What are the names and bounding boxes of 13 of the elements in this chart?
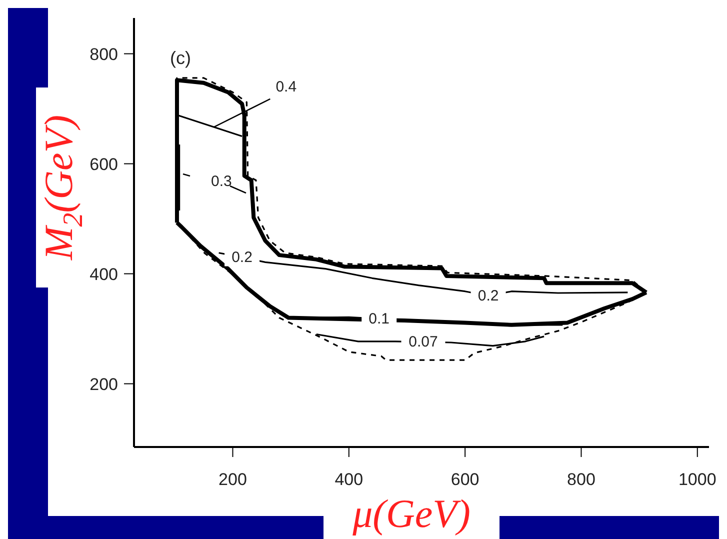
annotation: (c): [170, 48, 191, 68]
x-axis-title: μ(GeV): [352, 491, 470, 536]
y-tick-label: 600: [90, 154, 118, 174]
x-tick-label: 600: [450, 470, 480, 490]
x-tick-label: 400: [334, 470, 364, 490]
y-tick-label: 800: [90, 44, 118, 64]
x-tick-label: 200: [218, 470, 247, 490]
annotation: 0.3: [211, 173, 232, 190]
y-tick-label: 400: [90, 264, 118, 284]
x-tick-label: 1000: [678, 470, 716, 490]
y-tick-label: 200: [90, 374, 118, 394]
annotation: 0.4: [276, 78, 297, 96]
x-tick-label: 800: [567, 470, 596, 490]
